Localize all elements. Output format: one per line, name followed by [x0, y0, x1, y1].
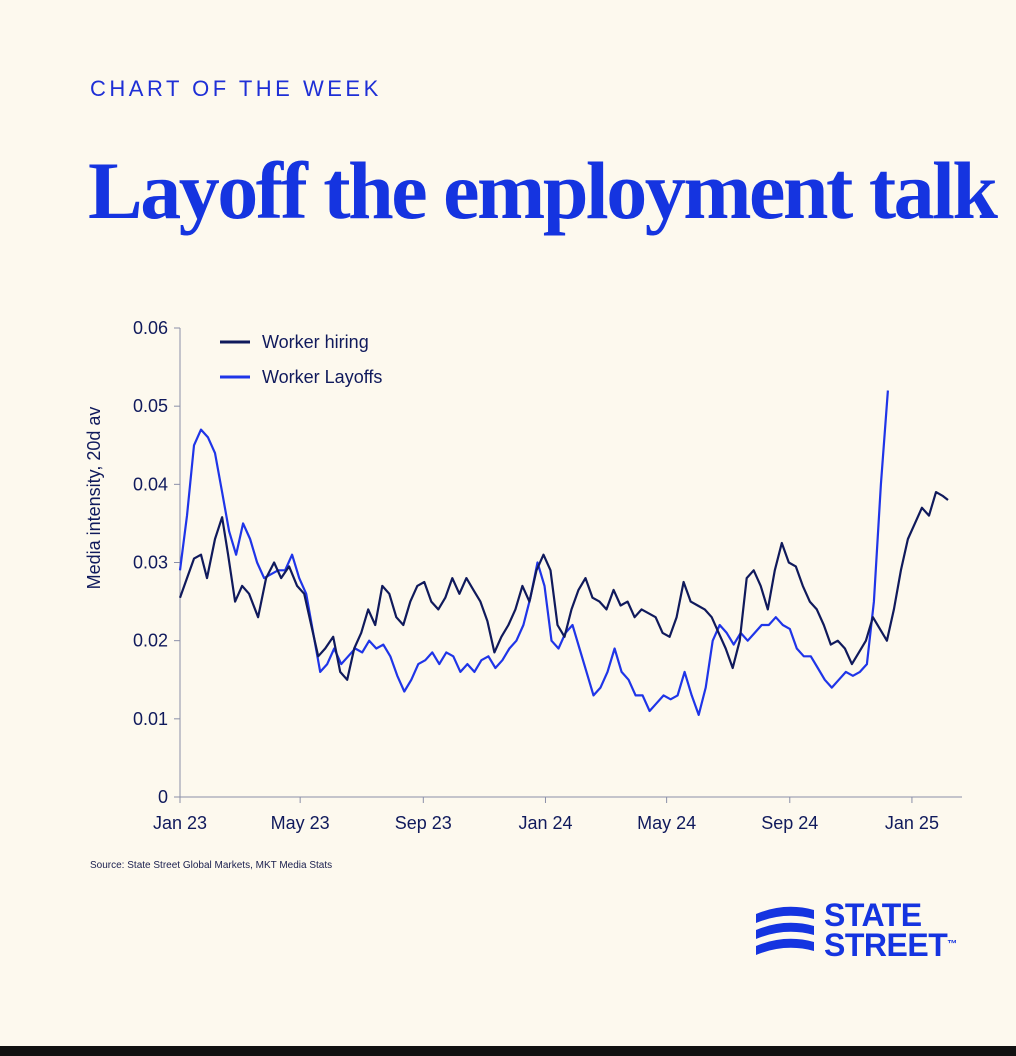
legend-label: Worker Layoffs — [262, 367, 382, 387]
y-tick-label: 0.06 — [133, 318, 168, 338]
logo-wordmark: STATE STREET™ — [824, 897, 957, 963]
y-tick-label: 0.04 — [133, 474, 168, 494]
chart-series — [178, 390, 949, 716]
logo-line-2: STREET™ — [824, 927, 957, 963]
y-tick-label: 0 — [158, 787, 168, 807]
logo-line-2-text: STREET — [824, 927, 948, 963]
x-tick-label: Sep 24 — [761, 813, 818, 833]
y-tick-label: 0.03 — [133, 553, 168, 573]
y-tick-label: 0.01 — [133, 709, 168, 729]
kicker: CHART OF THE WEEK — [90, 76, 382, 101]
logo-line-1: STATE — [824, 897, 922, 933]
legend-label: Worker hiring — [262, 332, 369, 352]
line-chart: 0 0.01 0.02 0.03 0.04 0.05 0.06 Jan 23 May 23 Sep… — [84, 318, 962, 833]
x-tick-label: Jan 24 — [518, 813, 572, 833]
bottom-bar — [0, 1046, 1016, 1056]
y-axis-label: Media intensity, 20d av — [84, 407, 104, 590]
y-tick-label: 0.05 — [133, 396, 168, 416]
x-tick-label: Sep 23 — [395, 813, 452, 833]
chart-legend: Worker hiring Worker Layoffs — [220, 332, 382, 387]
series-line-worker-hiring — [178, 491, 949, 681]
series-line-worker-layoffs — [178, 390, 889, 716]
trademark-mark: ™ — [947, 939, 957, 950]
state-street-waves-icon — [756, 906, 814, 955]
state-street-logo: STATE STREET™ — [754, 897, 957, 963]
y-tick-label: 0.02 — [133, 631, 168, 651]
headline: Layoff the employment talk — [88, 145, 998, 236]
source-note: Source: State Street Global Markets, MKT… — [90, 860, 333, 871]
x-tick-label: May 24 — [637, 813, 696, 833]
x-tick-label: Jan 25 — [885, 813, 939, 833]
x-tick-label: May 23 — [271, 813, 330, 833]
x-tick-label: Jan 23 — [153, 813, 207, 833]
chart-axes: 0 0.01 0.02 0.03 0.04 0.05 0.06 Jan 23 May 23 Sep… — [133, 318, 962, 833]
